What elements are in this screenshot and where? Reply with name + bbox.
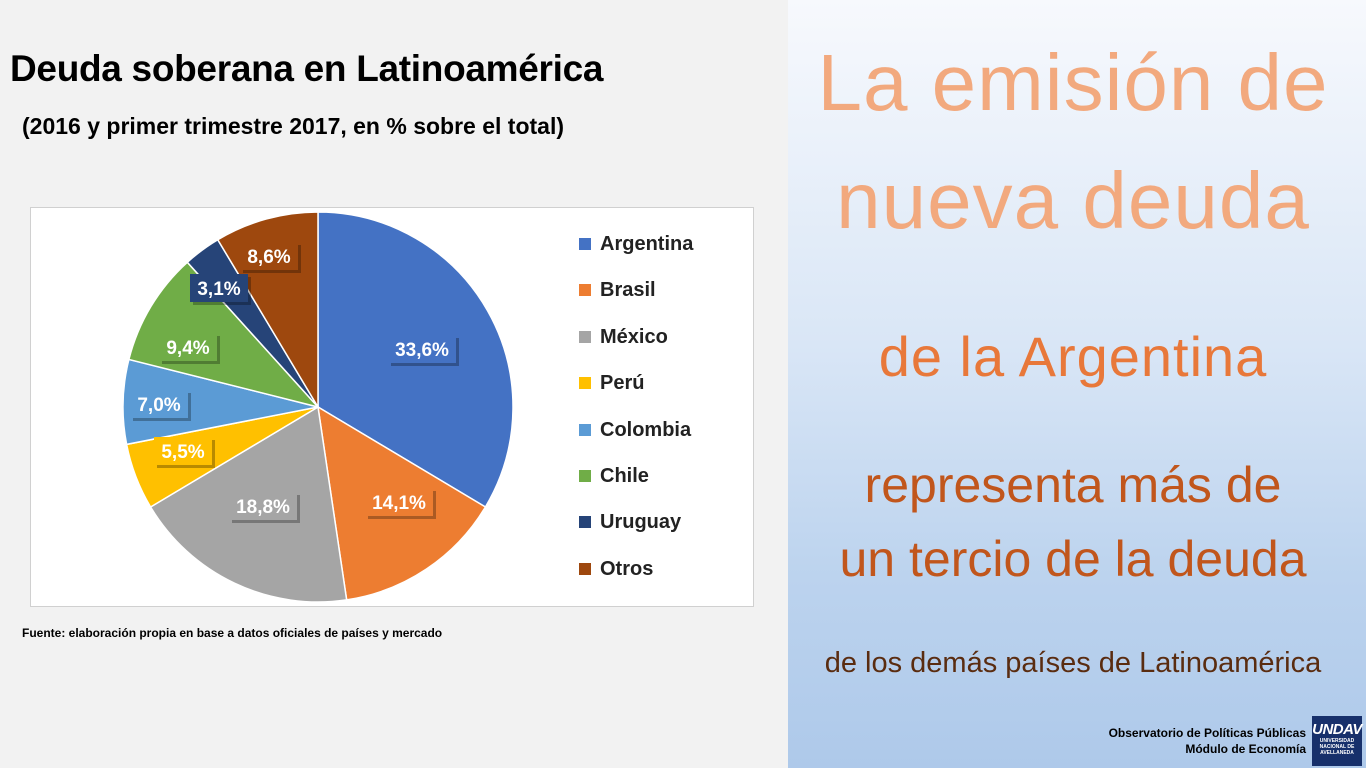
data-label-text: 18,8% <box>236 497 290 518</box>
message-body: representa más de un tercio de la deuda <box>788 448 1358 596</box>
data-label-chile: 9,4% <box>159 333 220 364</box>
legend-label: Brasil <box>600 279 656 302</box>
data-label-box <box>154 437 212 465</box>
data-label-text: 14,1% <box>372 493 426 514</box>
legend-item-argentina: Argentina <box>579 230 693 276</box>
pie-slice-chile <box>127 261 321 409</box>
legend-swatch <box>579 238 591 250</box>
chart-area: 33,6% 14,1% 18,8% 5,5% 7,0% 9,4% 3,1% 8,6% Arge… <box>30 207 754 607</box>
legend-item-brasil: Brasil <box>579 276 693 322</box>
data-label-box <box>190 274 248 302</box>
logo-text-line: AVELLANEDA <box>1320 750 1354 756</box>
legend-item-uruguay: Uruguay <box>579 508 693 554</box>
data-label-colombia: 7,0% <box>130 390 191 421</box>
legend-swatch <box>579 469 591 482</box>
data-label-box <box>388 335 456 363</box>
data-label-text: 33,6% <box>395 340 449 361</box>
data-label-text: 8,6% <box>247 247 290 268</box>
legend-label: Colombia <box>600 418 692 441</box>
message-line: de los demás países de Latinoamérica <box>824 647 1322 679</box>
data-label-text: 5,5% <box>161 442 204 463</box>
message-headline: La emisión de nueva deuda <box>788 24 1358 260</box>
org-line: Observatorio de Políticas Públicas <box>1108 726 1306 740</box>
data-label-brasil: 14,1% <box>365 488 436 519</box>
logo-mark: UNDAV <box>1312 721 1362 738</box>
legend-label: Otros <box>600 557 654 580</box>
data-label-méxico: 18,8% <box>229 492 300 523</box>
university-logo: UNDAV UNIVERSIDAD NACIONAL DE AVELLANEDA <box>1312 716 1362 766</box>
legend-swatch <box>579 330 591 343</box>
legend-label: Uruguay <box>600 511 682 534</box>
message-line: La emisión de <box>817 38 1329 127</box>
message-panel: La emisión de nueva deuda de la Argentin… <box>788 0 1366 768</box>
legend-swatch <box>579 423 591 436</box>
data-label-box <box>229 492 297 520</box>
data-label-argentina: 33,6% <box>388 335 459 366</box>
organization-credit: Observatorio de Políticas Públicas Módul… <box>1109 725 1306 757</box>
chart-title: Deuda soberana en Latinoamérica <box>10 48 604 89</box>
legend-label: Perú <box>600 372 645 395</box>
data-label-box <box>240 242 298 270</box>
legend-item-colombia: Colombia <box>579 416 693 462</box>
legend-swatch <box>579 562 591 575</box>
legend: Argentina Brasil México Perú Colombia Chile Ur… <box>579 230 693 601</box>
data-label-text: 3,1% <box>197 279 240 300</box>
data-label-text: 7,0% <box>137 395 180 416</box>
data-label-uruguay: 3,1% <box>190 274 251 305</box>
legend-item-perú: Perú <box>579 369 693 415</box>
legend-swatch <box>579 377 591 390</box>
data-label-text: 9,4% <box>166 338 209 359</box>
message-line: nueva deuda <box>836 156 1310 245</box>
pie-chart: 33,6% 14,1% 18,8% 5,5% 7,0% 9,4% 3,1% 8,6% <box>122 211 514 603</box>
legend-item-méxico: México <box>579 323 693 369</box>
legend-label: México <box>600 325 668 348</box>
org-line: Módulo de Economía <box>1185 742 1306 756</box>
legend-label: Argentina <box>600 233 694 255</box>
data-label-box <box>159 333 217 361</box>
chart-panel: Deuda soberana en Latinoamérica (2016 y … <box>10 48 754 640</box>
source-note: Fuente: elaboración propia en base a dat… <box>22 626 443 640</box>
logo-text-line: UNIVERSIDAD <box>1319 738 1355 744</box>
message-line: representa más de <box>864 457 1282 513</box>
chart-subtitle: (2016 y primer trimestre 2017, en % sobr… <box>22 113 565 139</box>
legend-swatch <box>579 284 591 297</box>
logo-text: UNIVERSIDAD NACIONAL DE AVELLANEDA <box>1312 738 1362 756</box>
legend-item-otros: Otros <box>579 555 693 601</box>
message-line: un tercio de la deuda <box>839 531 1307 587</box>
legend-label: Chile <box>600 464 649 487</box>
legend-item-chile: Chile <box>579 462 693 508</box>
legend-swatch <box>579 516 591 529</box>
logo-text-line: NACIONAL DE <box>1319 744 1355 750</box>
message-line: de la Argentina <box>878 325 1268 388</box>
data-label-box <box>365 488 433 516</box>
data-label-box <box>130 390 188 418</box>
data-label-perú: 5,5% <box>154 437 215 468</box>
data-label-otros: 8,6% <box>240 242 301 273</box>
